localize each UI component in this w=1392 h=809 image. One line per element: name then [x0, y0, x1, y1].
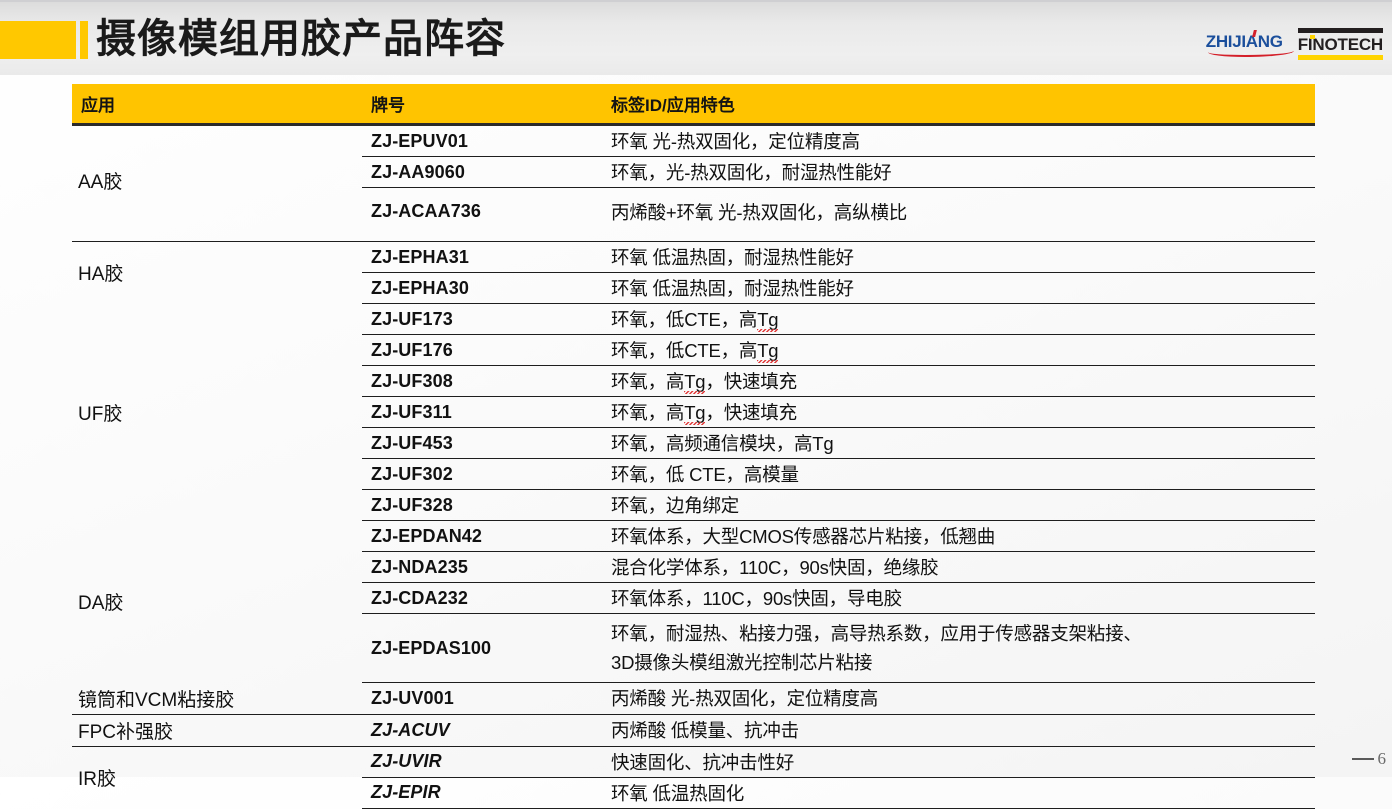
cell-feature: 环氧 光-热双固化，定位精度高	[602, 124, 1315, 157]
cell-code: ZJ-UF308	[362, 365, 602, 397]
cell-feature: 环氧体系，大型CMOS传感器芯片粘接，低翘曲	[602, 520, 1315, 552]
cell-feature: 环氧 低温热固化	[602, 777, 1315, 809]
header-band: 摄像模组用胶产品阵容 ZHIJIANG FINOTECH	[0, 0, 1392, 75]
page-number: 6	[1377, 749, 1387, 768]
cell-feature: 环氧，边角绑定	[602, 489, 1315, 521]
column-header-application: 应用	[72, 84, 362, 125]
table-row: ZJ-CDA232 环氧体系，110C，90s快固，导电胶	[72, 582, 1315, 614]
cell-code: ZJ-ACUV	[362, 714, 602, 747]
tg-misspelled-text: Tg	[757, 340, 779, 363]
cell-code: ZJ-UVIR	[362, 746, 602, 778]
table-row: ZJ-ACAA736 丙烯酸+环氧 光-热双固化，高纵横比	[72, 188, 1315, 236]
page-number-dash-icon	[1351, 758, 1374, 760]
page-title: 摄像模组用胶产品阵容	[96, 17, 506, 61]
cell-application: FPC补强胶	[72, 714, 362, 747]
cell-code: ZJ-EPDAS100	[362, 613, 602, 683]
table-row: UF胶 ZJ-UF173 环氧，低CTE，高Tg	[72, 303, 1315, 425]
table-row: ZJ-UF308 环氧，高Tg，快速填充	[72, 365, 1315, 397]
table-row: ZJ-UF176 环氧，低CTE，高Tg	[72, 334, 1315, 366]
table-row: FPC补强胶 ZJ-ACUV 丙烯酸 低模量、抗冲击	[72, 714, 1315, 747]
table-header-row: 应用 牌号 标签ID/应用特色	[72, 84, 1315, 125]
cell-code: ZJ-ACAA736	[371, 201, 482, 221]
cell-code: ZJ-EPDAN42	[362, 520, 602, 552]
tg-misspelled-text: Tg	[684, 402, 706, 425]
finotech-logo: FINOTECH	[1297, 28, 1384, 60]
cell-feature: 环氧，低 CTE，高模量	[602, 458, 1315, 490]
cell-code: ZJ-UF302	[362, 458, 602, 490]
cell-feature: 环氧，低CTE，高Tg	[602, 303, 1315, 335]
cell-code: ZJ-UF328	[362, 489, 602, 521]
cell-feature: 环氧，光-热双固化，耐湿热性能好	[602, 156, 1315, 188]
cell-feature: 环氧 低温热固，耐湿热性能好	[602, 272, 1315, 304]
group-separator-line	[72, 235, 1315, 242]
cell-application: HA胶	[78, 264, 124, 286]
page-number-group: 6	[1351, 749, 1387, 769]
table-header: 应用 牌号 标签ID/应用特色	[72, 84, 1315, 125]
cell-code: ZJ-AA9060	[362, 156, 602, 188]
product-table-container: 应用 牌号 标签ID/应用特色 AA胶 ZJ-EPUV01 环氧 光-热双固化，…	[72, 84, 1315, 809]
cell-code: ZJ-EPUV01	[362, 124, 602, 157]
table-row: AA胶 ZJ-EPUV01 环氧 光-热双固化，定位精度高	[72, 124, 1315, 193]
finotech-logo-text: FINOTECH	[1297, 35, 1383, 54]
cell-application: IR胶	[78, 768, 117, 790]
cell-code: ZJ-CDA232	[362, 582, 602, 614]
cell-feature: 环氧 低温热固，耐湿热性能好	[602, 241, 1315, 273]
finotech-bottom-bar-icon	[1297, 55, 1383, 60]
cell-feature: 环氧，高Tg，快速填充	[602, 365, 1315, 397]
table-row: HA胶 ZJ-EPHA31 环氧 低温热固，耐湿热性能好	[72, 241, 1315, 285]
cell-code: ZJ-UF173	[362, 303, 602, 335]
table-row: ZJ-UF311 环氧，高Tg，快速填充	[72, 396, 1315, 428]
cell-code: ZJ-EPHA30	[362, 272, 602, 304]
table-row: ZJ-UF453 环氧，高频通信模块，高Tg	[72, 427, 1315, 459]
cell-feature: 丙烯酸 光-热双固化，定位精度高	[602, 682, 1315, 715]
cell-application: 镜筒和VCM粘接胶	[72, 682, 362, 715]
title-accent-block	[0, 21, 76, 59]
column-header-code: 牌号	[362, 84, 602, 125]
cell-code: ZJ-UV001	[362, 682, 602, 715]
cell-feature: 环氧，耐湿热、粘接力强，高导热系数，应用于传感器支架粘接、 3D摄像头模组激光控…	[602, 613, 1315, 683]
table-row: ZJ-NDA235 混合化学体系，110C，90s快固，绝缘胶	[72, 551, 1315, 583]
cell-feature: 环氧，高频通信模块，高Tg	[602, 427, 1315, 459]
table-row: ZJ-EPHA30 环氧 低温热固，耐湿热性能好	[72, 272, 1315, 304]
cell-application: AA胶	[78, 172, 123, 193]
cell-code: ZJ-UF311	[362, 396, 602, 428]
table-row: IR胶 ZJ-UVIR 快速固化、抗冲击性好	[72, 746, 1315, 790]
tg-misspelled-text: Tg	[757, 309, 779, 332]
zhijiang-logo: ZHIJIANG	[1206, 30, 1294, 57]
cell-feature: 环氧，高Tg，快速填充	[602, 396, 1315, 428]
table-row: ZJ-EPDAS100 环氧，耐湿热、粘接力强，高导热系数，应用于传感器支架粘接…	[72, 613, 1315, 683]
feature-line-1: 环氧，耐湿热、粘接力强，高导热系数，应用于传感器支架粘接、	[611, 623, 1142, 644]
group-separator	[72, 235, 1315, 242]
cell-feature: 环氧，低CTE，高Tg	[602, 334, 1315, 366]
cell-code: ZJ-EPHA31	[362, 241, 602, 273]
cell-feature: 快速固化、抗冲击性好	[602, 746, 1315, 778]
table-row: ZJ-UF328 环氧，边角绑定	[72, 489, 1315, 521]
cell-feature: 混合化学体系，110C，90s快固，绝缘胶	[602, 551, 1315, 583]
product-table: 应用 牌号 标签ID/应用特色 AA胶 ZJ-EPUV01 环氧 光-热双固化，…	[72, 84, 1315, 809]
table-row: ZJ-AA9060 环氧，光-热双固化，耐湿热性能好	[72, 156, 1315, 188]
title-accent-bar	[80, 21, 88, 59]
cell-feature: 环氧体系，110C，90s快固，导电胶	[602, 582, 1315, 614]
table-row: ZJ-UF302 环氧，低 CTE，高模量	[72, 458, 1315, 490]
cell-code: ZJ-UF176	[362, 334, 602, 366]
finotech-top-bar-icon	[1297, 28, 1383, 33]
feature-line-2: 3D摄像头模组激光控制芯片粘接	[611, 652, 873, 673]
cell-application: UF胶	[78, 403, 123, 425]
cell-code: ZJ-NDA235	[362, 551, 602, 583]
cell-application: DA胶	[78, 593, 124, 614]
cell-code: ZJ-UF453	[362, 427, 602, 459]
table-body: AA胶 ZJ-EPUV01 环氧 光-热双固化，定位精度高 ZJ-AA9060 …	[72, 124, 1315, 809]
tg-misspelled-text: Tg	[684, 371, 706, 394]
finotech-dot-icon	[1309, 35, 1315, 39]
table-row: DA胶 ZJ-EPDAN42 环氧体系，大型CMOS传感器芯片粘接，低翘曲	[72, 520, 1315, 614]
cell-feature: 丙烯酸 低模量、抗冲击	[602, 714, 1315, 747]
column-header-feature: 标签ID/应用特色	[602, 84, 1315, 125]
logo-group: ZHIJIANG FINOTECH	[1206, 28, 1384, 60]
zhijiang-swoosh-icon	[1207, 46, 1294, 57]
cell-code: ZJ-EPIR	[362, 777, 602, 809]
table-row: 镜筒和VCM粘接胶 ZJ-UV001 丙烯酸 光-热双固化，定位精度高	[72, 682, 1315, 715]
cell-feature: 丙烯酸+环氧 光-热双固化，高纵横比	[611, 201, 908, 223]
